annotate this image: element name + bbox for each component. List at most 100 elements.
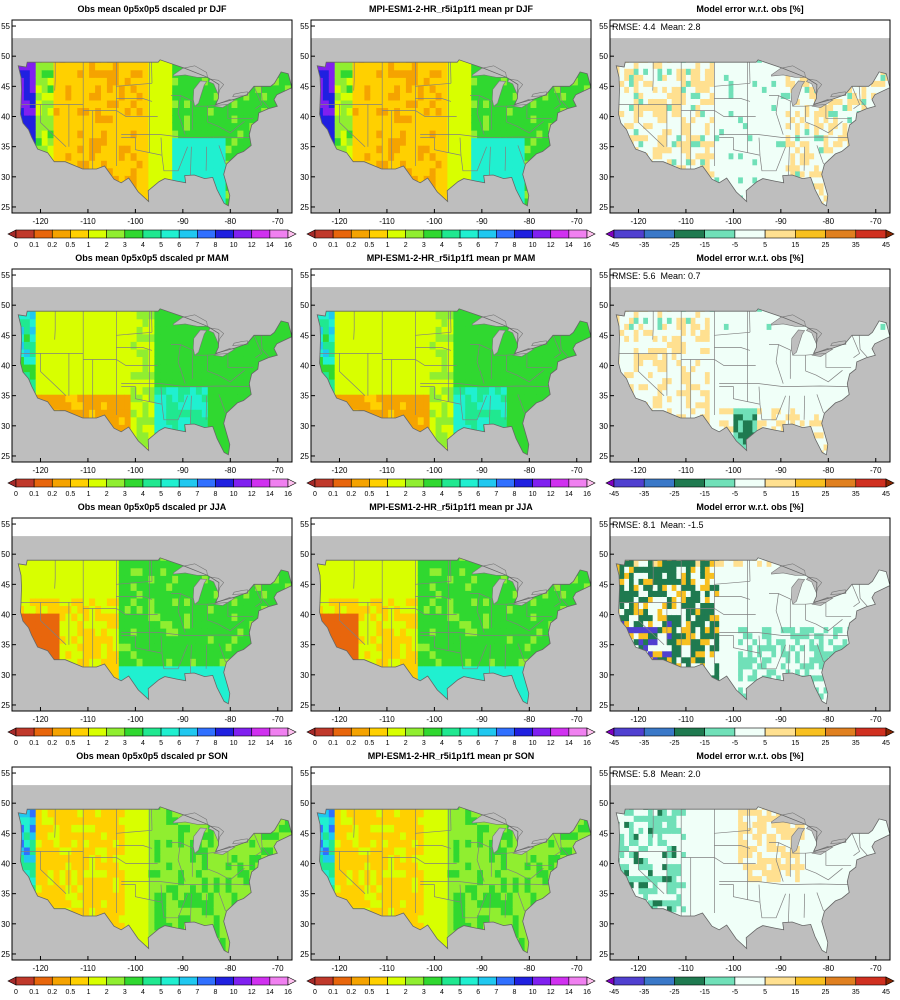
field-cell (106, 122, 114, 131)
field-cell (207, 92, 215, 101)
field-cell (790, 104, 796, 111)
field-cell (752, 110, 758, 118)
field-cell (700, 110, 706, 118)
colorbar-label: 4 (141, 242, 145, 249)
field-cell (184, 92, 191, 101)
colorbar-swatch (568, 229, 588, 239)
field-cell (643, 116, 649, 124)
field-cell (638, 92, 644, 99)
field-cell (59, 115, 66, 124)
y-tick-label: 45 (599, 82, 608, 91)
field-cell (804, 146, 810, 154)
field-cell (633, 74, 639, 81)
field-cell (59, 318, 66, 327)
field-cell (417, 167, 425, 176)
field-cell (780, 92, 787, 99)
field-cell (201, 99, 209, 108)
field-cell (41, 107, 49, 116)
field-cell (690, 152, 696, 160)
field-cell (71, 160, 78, 169)
field-cell (662, 146, 668, 154)
field-cell (447, 137, 454, 146)
field-cell (459, 122, 466, 131)
field-cell (657, 152, 663, 160)
field-cell (648, 86, 654, 93)
field-cell (477, 145, 484, 154)
field-cell (400, 99, 407, 108)
field-cell (524, 130, 532, 139)
field-cell (477, 167, 484, 176)
field-cell (809, 140, 815, 148)
field-cell (423, 99, 431, 108)
field-cell (376, 130, 383, 139)
field-cell (719, 116, 725, 124)
colorbar-label: 0.2 (346, 242, 356, 249)
colorbar-label: 1 (386, 242, 390, 249)
field-cell (709, 104, 715, 111)
field-cell (178, 160, 185, 169)
field-cell (382, 62, 389, 71)
field-cell (453, 107, 460, 116)
field-cell (804, 134, 810, 142)
field-cell (394, 160, 401, 169)
field-cell (142, 69, 149, 78)
field-cell (814, 164, 820, 172)
field-cell (785, 92, 791, 99)
field-cell (747, 152, 753, 160)
field-cell (417, 137, 425, 146)
field-cell (524, 145, 532, 154)
field-cell (124, 152, 132, 161)
colorbar-swatch (51, 229, 71, 239)
field-cell (494, 145, 502, 154)
field-cell (23, 69, 31, 78)
field-cell (709, 140, 715, 148)
field-cell (417, 84, 425, 93)
field-cell (417, 77, 425, 86)
field-cell (785, 80, 791, 87)
field-cell (757, 122, 763, 130)
field-cell (690, 74, 696, 81)
field-cell (154, 77, 161, 86)
field-cell (195, 152, 203, 161)
field-cell (728, 86, 734, 93)
field-cell (518, 167, 526, 176)
field-cell (400, 92, 407, 101)
field-cell (95, 77, 102, 86)
field-cell (666, 128, 673, 136)
x-tick-label: -80 (823, 217, 835, 226)
field-cell (671, 116, 677, 124)
colorbar-swatch (532, 229, 552, 239)
field-cell (671, 140, 677, 148)
field-cell (376, 160, 383, 169)
field-cell (328, 77, 336, 86)
field-cell (201, 137, 209, 146)
field-cell (657, 68, 663, 75)
field-cell (818, 122, 825, 130)
state-border (54, 62, 56, 91)
field-cell (471, 137, 478, 146)
field-cell (799, 152, 806, 160)
field-cell (809, 170, 815, 178)
field-cell (804, 98, 810, 105)
field-cell (871, 86, 877, 93)
field-cell (405, 167, 413, 176)
field-cell (178, 122, 185, 131)
state-border (719, 137, 760, 156)
field-cell (29, 107, 37, 116)
field-cell (681, 128, 687, 136)
state-border (638, 104, 665, 147)
field-cell (548, 115, 555, 124)
field-cell (723, 104, 730, 111)
field-cell (130, 130, 138, 139)
colorbar-swatch (350, 229, 370, 239)
field-cell (101, 145, 108, 154)
field-cell (776, 86, 782, 93)
field-cell (818, 188, 825, 196)
field-cell (506, 107, 514, 116)
field-cell (29, 341, 37, 350)
field-cell (243, 137, 250, 146)
field-cell (340, 77, 348, 86)
field-cell (53, 333, 60, 342)
field-cell (695, 128, 701, 136)
